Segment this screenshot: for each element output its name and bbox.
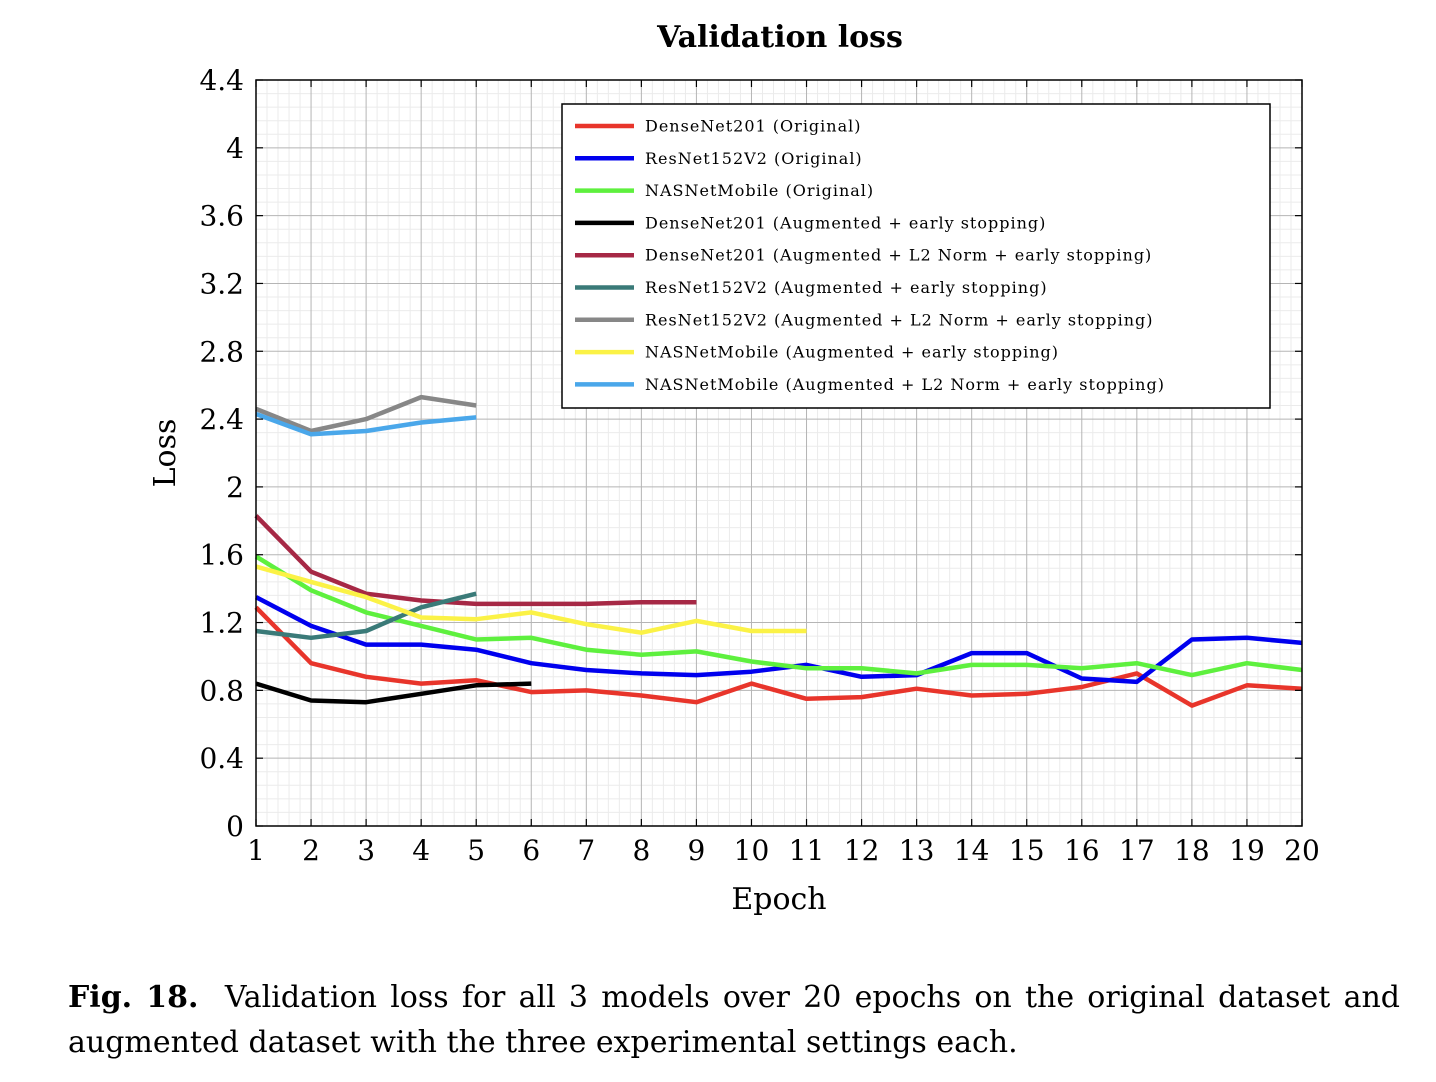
- axis-ticks: [255, 79, 1303, 827]
- y-tick-labels: 0 0.4 0.8 1.2 1.6 2 2.4 2.8 3.2 3.6 4 4.4: [199, 64, 244, 843]
- series-line-6: [255, 591, 477, 641]
- x-tick-label: 20: [1284, 834, 1320, 867]
- x-tick-label: 11: [789, 834, 825, 867]
- x-tick-label: 19: [1229, 834, 1265, 867]
- x-tick-label: 4: [412, 834, 430, 867]
- x-tick-label: 3: [357, 834, 375, 867]
- series-lines: [254, 394, 1303, 708]
- series-line-1: [254, 605, 1303, 708]
- x-tick-label: 17: [1119, 834, 1155, 867]
- x-tick-label: 12: [844, 834, 880, 867]
- x-tick-label: 15: [1009, 834, 1045, 867]
- x-axis-label: Epoch: [731, 882, 826, 917]
- y-tick-label: 0.8: [199, 674, 244, 707]
- legend-entry-label: DenseNet201 (Original): [645, 117, 862, 136]
- x-tick-label: 5: [467, 834, 485, 867]
- y-tick-label: 1.6: [199, 539, 244, 572]
- x-tick-label: 6: [522, 834, 540, 867]
- figure-caption: Fig. 18. Validation loss for all 3 model…: [68, 975, 1400, 1065]
- x-tick-label: 13: [899, 834, 935, 867]
- legend-entry-label: NASNetMobile (Augmented + early stopping…: [645, 343, 1059, 362]
- legend-entry-label: NASNetMobile (Augmented + L2 Norm + earl…: [645, 375, 1165, 394]
- x-tick-label: 1: [247, 834, 265, 867]
- y-tick-label: 2: [226, 471, 244, 504]
- chart-title: Validation loss: [656, 20, 903, 55]
- x-tick-label: 14: [954, 834, 990, 867]
- x-tick-labels: 1 2 3 4 5 6 7 8 9 10 11 12 13 14 15 16 17 18 19 20: [247, 834, 1320, 867]
- y-tick-label: 4.4: [199, 64, 244, 97]
- validation-loss-chart: Validation loss 1 2 3 4 5 6 7 8 9 10 11 12 13 14 15 16 1…: [148, 20, 1320, 917]
- y-tick-label: 3.2: [199, 267, 244, 300]
- caption-text: Validation loss for all 3 models over 20…: [68, 980, 1400, 1060]
- x-tick-label: 10: [734, 834, 770, 867]
- legend-entry-label: ResNet152V2 (Original): [645, 149, 863, 168]
- caption-label: Fig. 18.: [68, 980, 199, 1015]
- series-line-8: [255, 564, 807, 635]
- series-line-4: [255, 681, 532, 705]
- series-line-9: [255, 411, 477, 437]
- legend-entry-label: ResNet152V2 (Augmented + L2 Norm + early…: [645, 310, 1153, 329]
- legend-entry-label: NASNetMobile (Original): [645, 181, 874, 200]
- legend-box: [561, 103, 1271, 409]
- plot-frame: [255, 79, 1303, 827]
- y-tick-label: 3.6: [199, 200, 244, 233]
- series-line-5: [254, 514, 697, 607]
- series-line-7: [255, 394, 477, 434]
- x-tick-label: 8: [632, 834, 650, 867]
- minor-gridlines: [256, 80, 1302, 826]
- x-tick-label: 7: [577, 834, 595, 867]
- y-tick-label: 4: [226, 132, 244, 165]
- y-tick-label: 2.4: [199, 403, 244, 436]
- legend-entry-label: DenseNet201 (Augmented + L2 Norm + early…: [645, 246, 1152, 265]
- y-tick-label: 0: [226, 810, 244, 843]
- y-tick-label: 0.4: [199, 742, 244, 775]
- legend: DenseNet201 (Original) ResNet152V2 (Origi…: [561, 103, 1271, 409]
- series-line-3: [254, 554, 1303, 678]
- y-tick-label: 1.2: [199, 607, 244, 640]
- legend-entry-label: ResNet152V2 (Augmented + early stopping): [645, 278, 1048, 297]
- legend-entry-label: DenseNet201 (Augmented + early stopping): [645, 213, 1046, 232]
- series-line-2: [254, 595, 1303, 685]
- x-tick-label: 2: [302, 834, 320, 867]
- x-tick-label: 18: [1174, 834, 1210, 867]
- x-tick-label: 9: [688, 834, 706, 867]
- y-tick-label: 2.8: [199, 335, 244, 368]
- y-axis-label: Loss: [148, 419, 183, 488]
- x-tick-label: 16: [1064, 834, 1100, 867]
